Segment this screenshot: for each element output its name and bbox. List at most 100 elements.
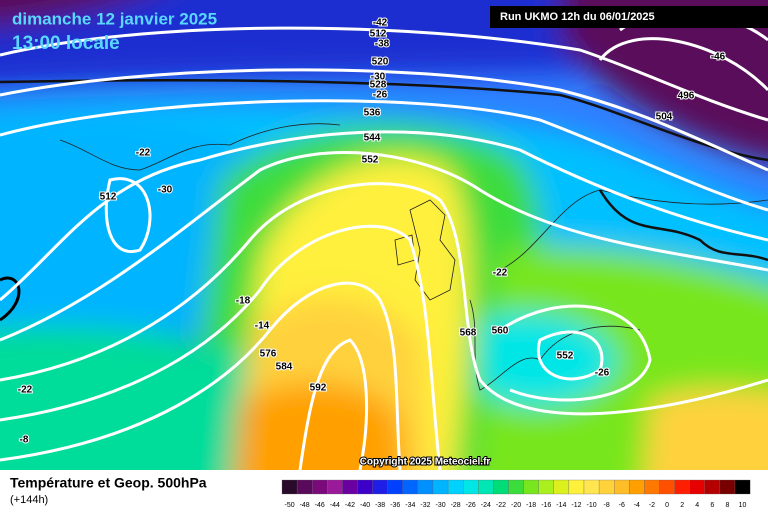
contour-label: -30 (371, 72, 386, 83)
contour-label: -22 (136, 148, 151, 159)
legend-swatch (523, 479, 539, 495)
contour-label: 584 (276, 362, 293, 373)
legend-swatch (659, 479, 675, 495)
legend-swatch (719, 479, 736, 495)
legend-label: -6 (619, 502, 625, 509)
legend-swatch (704, 479, 721, 495)
contour-label: 512 (370, 29, 387, 40)
contour-label: -26 (595, 368, 610, 379)
legend-swatch (357, 479, 373, 495)
legend-label: -4 (634, 502, 640, 509)
legend-label: -14 (556, 502, 566, 509)
legend-swatch (508, 479, 524, 495)
contour-label: 520 (372, 57, 389, 68)
contour-label: -46 (711, 52, 726, 63)
contour-label: -38 (375, 39, 390, 50)
legend-label: -30 (435, 502, 445, 509)
legend-label: -44 (330, 502, 340, 509)
contour-label: 552 (362, 155, 379, 166)
contour-label: -14 (255, 321, 270, 332)
legend-label: -48 (300, 502, 310, 509)
contour-label: 528 (370, 80, 387, 91)
run-info-box (490, 6, 768, 28)
contour-label: 592 (310, 383, 327, 394)
legend-swatch (644, 479, 660, 495)
legend-label: -12 (571, 502, 581, 509)
legend-label: -2 (649, 502, 655, 509)
legend-label: -38 (375, 502, 385, 509)
legend-label: 6 (710, 502, 714, 509)
coastlines (0, 78, 768, 391)
contour-label: -30 (158, 185, 173, 196)
legend-swatch (281, 479, 298, 495)
copyright: Copyright 2025 Meteociel.fr (360, 457, 491, 468)
legend-label: -20 (511, 502, 521, 509)
legend-swatch (372, 479, 388, 495)
legend-swatch (296, 479, 313, 495)
legend-swatch (568, 479, 585, 495)
legend-swatch (734, 479, 751, 495)
legend-swatch (478, 479, 494, 495)
legend-label: -8 (604, 502, 610, 509)
legend-label: -40 (360, 502, 370, 509)
legend-swatch (342, 479, 358, 495)
legend-label: -16 (541, 502, 551, 509)
footer-title: Température et Geop. 500hPa (10, 475, 207, 491)
legend-label: 10 (739, 502, 747, 509)
contour-label: 568 (460, 328, 477, 339)
legend-label: -10 (586, 502, 596, 509)
legend-swatch (614, 479, 630, 495)
legend-swatch (583, 479, 600, 495)
contour-label: 504 (656, 112, 673, 123)
legend-label: 4 (695, 502, 699, 509)
contour-label: 552 (557, 351, 574, 362)
contour-label: -42 (373, 18, 388, 29)
legend-label: -46 (315, 502, 325, 509)
legend-label: 2 (680, 502, 684, 509)
legend-swatch (674, 479, 690, 495)
isohypses (0, 10, 768, 470)
legend-swatch (327, 479, 343, 495)
contour-label: 512 (100, 192, 117, 203)
run-info: Run UKMO 12h du 06/01/2025 (500, 11, 655, 23)
legend-label: -18 (526, 502, 536, 509)
legend-swatch (629, 479, 645, 495)
lead-time: (+144h) (10, 494, 48, 506)
legend-label: 8 (725, 502, 729, 509)
contour-label: 544 (364, 133, 381, 144)
legend-swatch (402, 479, 419, 495)
color-legend: -50 -48 -46 -44 -42 -40 -38 -36 -34 -32 -30 -28 -26-… (281, 479, 751, 509)
legend-swatch (493, 479, 509, 495)
contour-label: -22 (18, 385, 33, 396)
legend-swatch (538, 479, 554, 495)
contour-label: 496 (678, 91, 695, 102)
contour-label: -8 (20, 435, 29, 446)
contour-label: 576 (260, 349, 277, 360)
legend-swatch (553, 479, 570, 495)
legend-swatch (312, 479, 328, 495)
legend-label: -36 (390, 502, 400, 509)
map-date: dimanche 12 janvier 2025 (12, 9, 217, 28)
legend-label: -28 (451, 502, 461, 509)
legend-label: -42 (345, 502, 355, 509)
legend-swatch (463, 479, 479, 495)
legend-swatch (387, 479, 403, 495)
legend-swatch (447, 479, 464, 495)
contour-label: -18 (236, 296, 251, 307)
legend-swatch (417, 479, 434, 495)
legend-label: -26 (466, 502, 476, 509)
legend-label: -34 (405, 502, 415, 509)
legend-swatch (598, 479, 615, 495)
contour-label: 536 (364, 108, 381, 119)
legend-label: -22 (496, 502, 506, 509)
contour-label: 560 (492, 326, 509, 337)
legend-swatch (689, 479, 705, 495)
legend-swatch (432, 479, 449, 495)
map-time: 13:00 locale (12, 33, 120, 54)
legend-label: -50 (284, 502, 294, 509)
legend-label: -32 (420, 502, 430, 509)
contour-labels: -42512-38520-30528-26536544552-46496504-… (17, 17, 727, 447)
legend-label: 0 (665, 502, 669, 509)
